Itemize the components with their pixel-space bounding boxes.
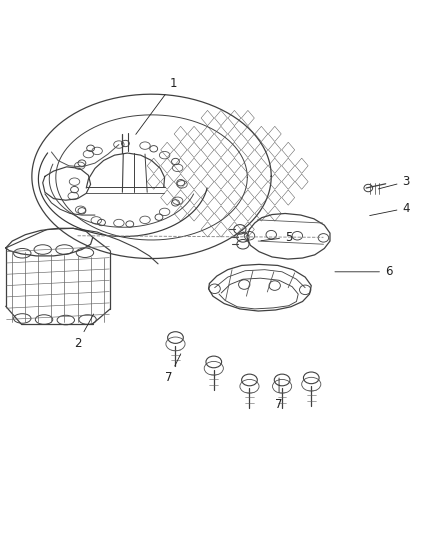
Text: 7: 7 — [165, 354, 181, 384]
Text: 3: 3 — [378, 175, 410, 189]
Text: 6: 6 — [335, 265, 392, 278]
Text: 7: 7 — [276, 378, 283, 411]
Text: 2: 2 — [74, 314, 94, 350]
Text: 1: 1 — [136, 77, 177, 134]
Text: 5: 5 — [261, 231, 292, 244]
Text: 4: 4 — [370, 201, 410, 215]
